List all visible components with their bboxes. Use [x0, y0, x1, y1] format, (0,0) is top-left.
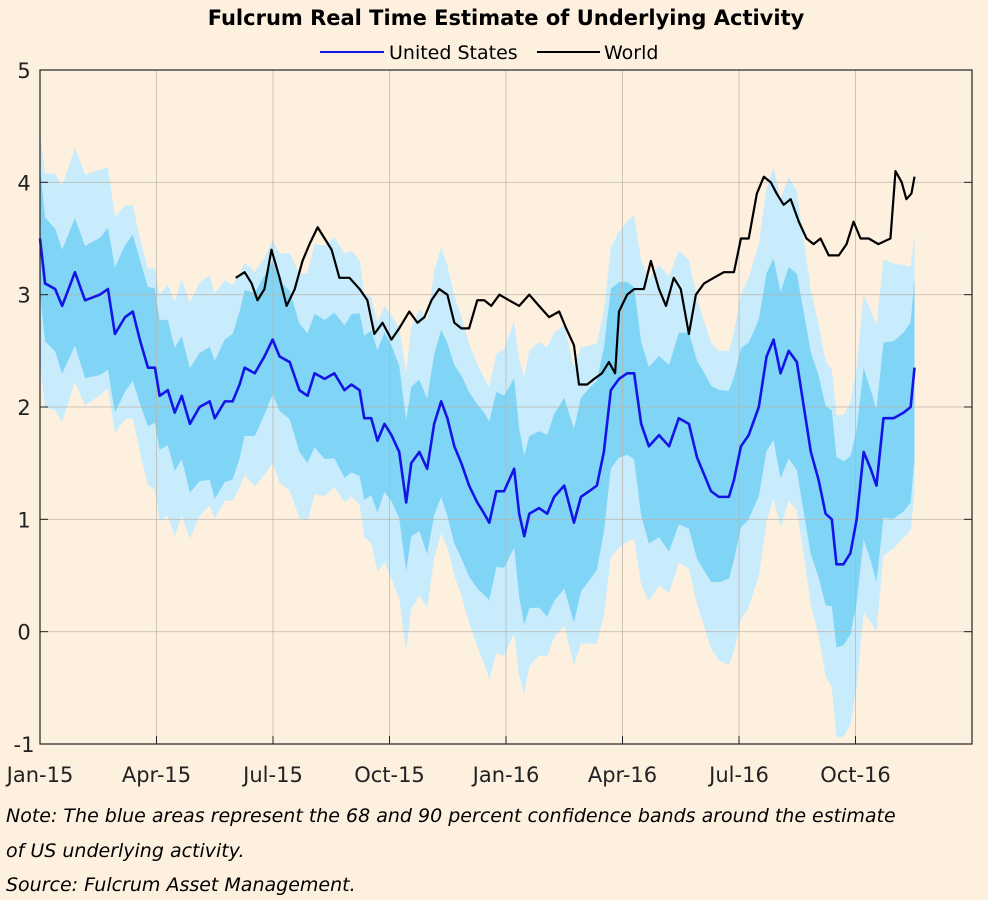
x-tick-label: Jul-15: [241, 763, 303, 787]
y-tick-label: 0: [17, 621, 30, 645]
legend-label-us: United States: [389, 42, 518, 64]
legend: United States World: [320, 42, 658, 64]
chart-title: Fulcrum Real Time Estimate of Underlying…: [208, 6, 805, 30]
x-tick-label: Apr-16: [588, 763, 657, 787]
x-tick-label: Jan-15: [5, 763, 74, 787]
note-line-2: of US underlying activity.: [6, 840, 245, 862]
y-tick-label: 4: [17, 171, 30, 195]
gridlines: [40, 70, 972, 744]
x-tick-label: Oct-15: [354, 763, 425, 787]
y-tick-label: 2: [17, 396, 30, 420]
series-lines: [38, 170, 916, 566]
note-line-1: Note: The blue areas represent the 68 an…: [6, 805, 896, 827]
x-tick-label: Jul-16: [707, 763, 769, 787]
legend-label-world: World: [604, 42, 658, 64]
y-tick-label: 3: [17, 284, 30, 308]
x-tick-label: Apr-15: [122, 763, 191, 787]
x-tick-label: Jan-16: [471, 763, 540, 787]
y-tick-label: 5: [17, 59, 30, 83]
series-line-world: [235, 170, 916, 386]
axis-ticks: Jan-15 Apr-15 Jul-15 Oct-15 Jan-16 Apr-16 Jul-…: [5, 59, 972, 787]
x-tick-label: Oct-16: [820, 763, 891, 787]
note-source: Source: Fulcrum Asset Management.: [6, 874, 356, 896]
y-tick-label: 1: [17, 508, 30, 532]
y-tick-label: -1: [14, 733, 35, 757]
series-line-united-states: [38, 238, 916, 566]
